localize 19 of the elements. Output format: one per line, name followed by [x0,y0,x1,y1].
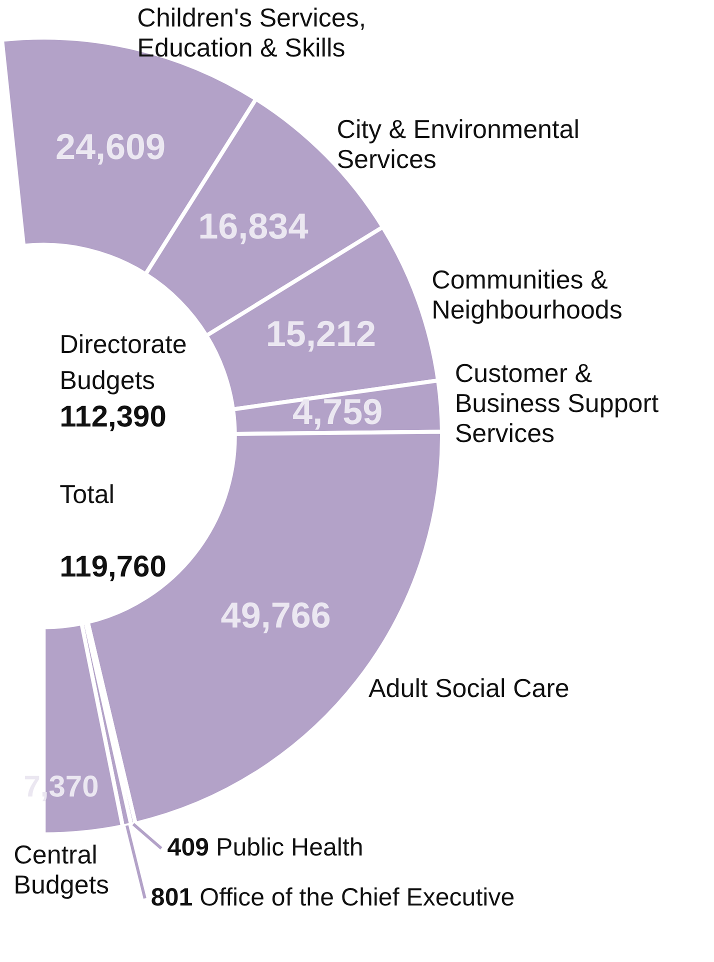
slice-label: Public Health [216,833,364,862]
text: 119,760 [60,550,166,584]
slice-label: Office of the Chief Executive [200,883,515,912]
text: 112,390 [60,400,166,434]
slice-label: Customer & Business Support Services [454,358,660,448]
slice-label: Adult Social Care [368,673,570,704]
data-label: 409 [167,833,210,862]
slice-label: Children's Services, Education & Skills [137,2,366,63]
text: Total [60,479,115,510]
data-label: 16,834 [198,206,308,247]
data-label: 801 [150,883,193,912]
text: Directorate Budgets [60,329,187,396]
data-label: 15,212 [266,312,376,354]
data-label: 49,766 [220,594,331,636]
slice-label: City & Environmental Services [336,114,580,174]
data-label: 4,759 [292,390,383,432]
slice-label: Communities & Neighbourhoods [432,264,622,324]
slice-label: Central Budgets [14,840,110,900]
data-label: 24,609 [55,126,166,167]
